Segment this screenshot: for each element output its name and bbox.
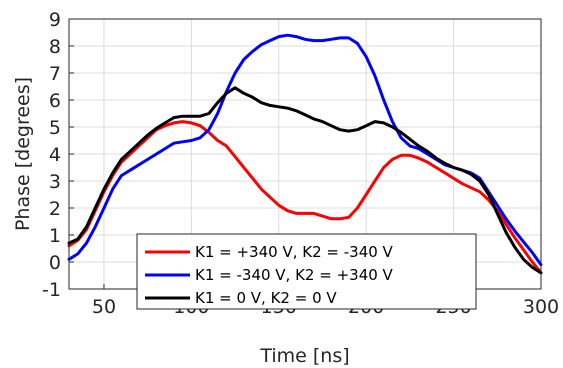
x-tick-label: 50 — [92, 296, 116, 318]
y-tick-label: 4 — [49, 144, 61, 166]
y-tick-label: -1 — [42, 279, 61, 301]
series-lines — [67, 33, 543, 275]
x-axis-label: Time [ns] — [259, 345, 349, 367]
y-tick-labels: -1 0 1 2 3 4 5 6 7 8 9 — [42, 9, 74, 301]
series-line — [67, 86, 543, 275]
legend-entry: K1 = -340 V, K2 = +340 V — [195, 266, 394, 284]
y-tick-label: 5 — [49, 117, 61, 139]
x-tick-label: 300 — [523, 296, 559, 318]
legend-box — [136, 233, 477, 310]
y-tick-label: 0 — [49, 252, 61, 274]
legend-entry: K1 = 0 V, K2 = 0 V — [195, 289, 337, 307]
y-tick-label: 7 — [49, 63, 61, 85]
legend-entry: K1 = +340 V, K2 = -340 V — [195, 243, 394, 261]
legend: K1 = +340 V, K2 = -340 V K1 = -340 V, K2 … — [136, 233, 477, 310]
y-axis-label: Phase [degrees] — [12, 77, 34, 231]
y-tick-label: 2 — [49, 198, 61, 220]
y-tick-label: 8 — [49, 36, 61, 58]
y-tick-label: 9 — [49, 9, 61, 31]
y-tick-label: 3 — [49, 171, 61, 193]
series-line — [67, 33, 543, 267]
y-tick-label: 6 — [49, 90, 61, 112]
series-line — [67, 120, 543, 275]
y-tick-label: 1 — [49, 225, 61, 247]
